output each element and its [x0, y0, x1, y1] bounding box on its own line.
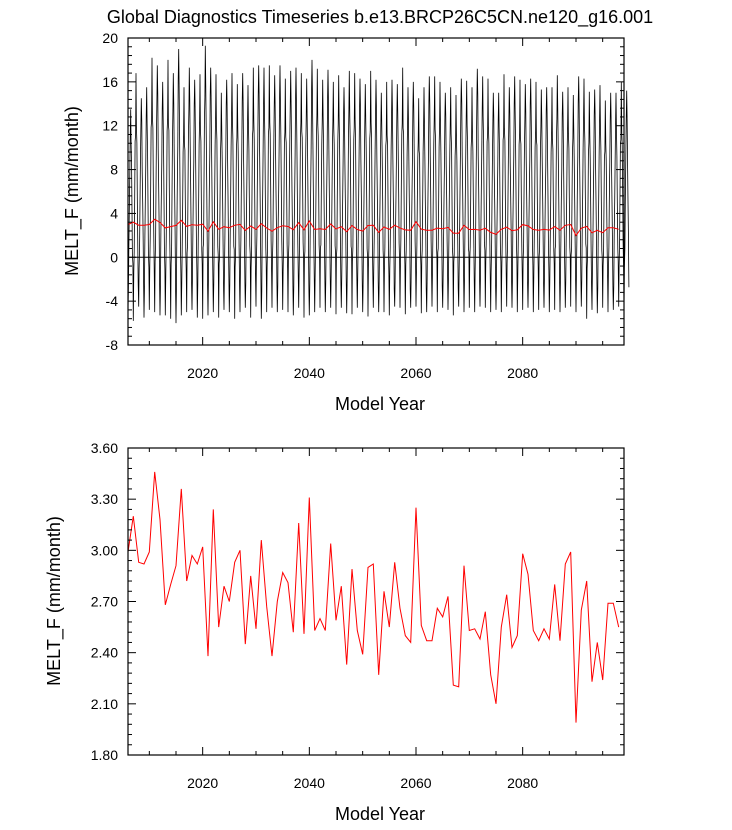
top-ytick-label: 12 [102, 118, 118, 134]
bottom-x-axis-label: Model Year [335, 804, 425, 824]
bottom-ytick-label: 1.80 [91, 747, 118, 763]
top-ytick-label: -4 [106, 293, 119, 309]
bottom-plot-frame [127, 447, 625, 756]
bottom-ytick-label: 2.70 [91, 594, 118, 610]
bottom-xtick-label: 2040 [294, 775, 325, 791]
top-series-annual-mean-line [127, 218, 619, 237]
top-x-axis-label: Model Year [335, 394, 425, 414]
bottom-xtick-label: 2020 [187, 775, 218, 791]
top-ytick-label: 4 [110, 205, 118, 221]
top-xtick-label: 2040 [294, 365, 325, 381]
bottom-ticks [128, 447, 624, 756]
bottom-ytick-label: 2.10 [91, 696, 118, 712]
top-xtick-label: 2020 [187, 365, 218, 381]
bottom-series-annual-mean-line [127, 471, 620, 723]
bottom-tick-labels: 1.80 2.10 2.40 2.70 3.00 3.30 3.60 2020 2040 2060… [91, 440, 539, 791]
top-ytick-label: 16 [102, 74, 118, 90]
bottom-ytick-label: 3.00 [91, 542, 118, 558]
top-ytick-label: 8 [110, 162, 118, 178]
top-plot-frame [127, 37, 625, 346]
bottom-series-layer [127, 471, 620, 723]
top-xtick-label: 2060 [400, 365, 431, 381]
top-ytick-label: -8 [106, 337, 119, 353]
top-ticks [128, 37, 624, 346]
bottom-xtick-label: 2060 [400, 775, 431, 791]
top-xtick-label: 2080 [507, 365, 538, 381]
top-series-layer [127, 45, 630, 324]
top-ytick-label: 20 [102, 30, 118, 46]
top-series-monthly-line [127, 45, 630, 324]
top-ytick-label: 0 [110, 249, 118, 265]
bottom-chart: 1.80 2.10 2.40 2.70 3.00 3.30 3.60 2020 2040 2060… [44, 440, 625, 824]
bottom-ytick-label: 3.30 [91, 491, 118, 507]
bottom-xtick-label: 2080 [507, 775, 538, 791]
bottom-ytick-label: 3.60 [91, 440, 118, 456]
figure-title: Global Diagnostics Timeseries b.e13.BRCP… [107, 7, 653, 28]
bottom-y-axis-label: MELT_F (mm/month) [44, 516, 65, 686]
bottom-ytick-label: 2.40 [91, 645, 118, 661]
top-y-axis-label: MELT_F (mm/month) [62, 106, 83, 276]
